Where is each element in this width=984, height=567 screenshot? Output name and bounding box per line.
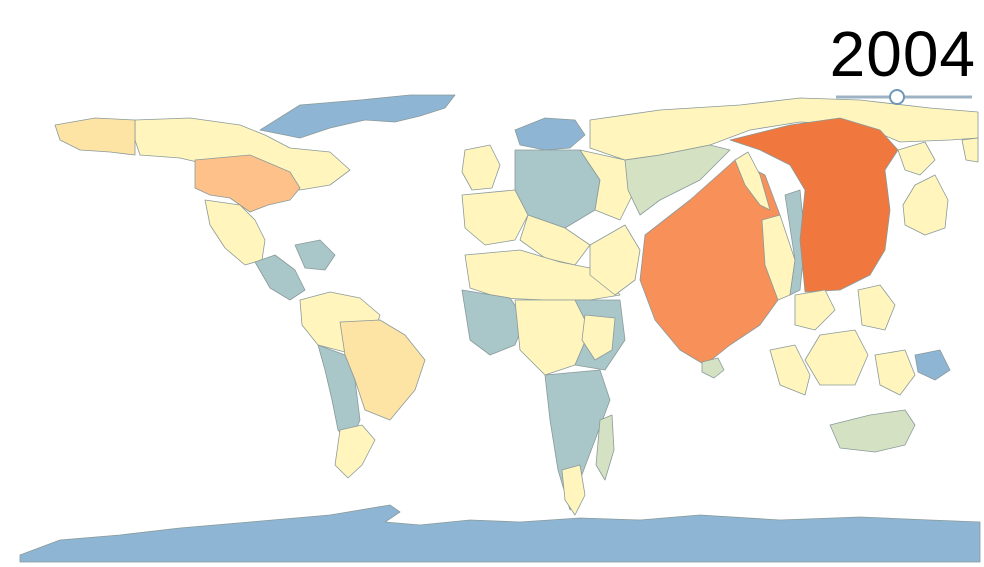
region-alaska [54, 117, 136, 156]
region-borneo [804, 329, 869, 386]
region-pacific-islands [914, 349, 951, 381]
timeline-handle[interactable] [889, 89, 905, 105]
region-sri-lanka [701, 357, 725, 379]
region-scandinavia [514, 117, 586, 151]
region-uk [461, 144, 501, 191]
region-east-africa-horn [581, 314, 616, 361]
region-west-africa [461, 289, 526, 356]
region-central-asia [624, 144, 731, 216]
region-southern-cone [334, 424, 376, 479]
region-china [729, 117, 899, 293]
region-usa [194, 154, 301, 213]
region-greenland [259, 94, 456, 139]
year-label: 2004 [829, 18, 976, 90]
region-korea [897, 141, 936, 176]
region-europe-west [461, 189, 529, 246]
region-central-america [254, 254, 306, 301]
region-north-africa [464, 249, 621, 301]
region-japan [902, 174, 949, 236]
region-australia [829, 409, 916, 453]
region-middle-east [589, 224, 641, 296]
region-myanmar [784, 189, 806, 296]
region-nepal-bhutan [734, 151, 771, 211]
region-antarctica [19, 504, 981, 563]
region-caribbean [294, 239, 336, 271]
region-sumatra [769, 344, 811, 396]
region-indochina [794, 289, 836, 331]
region-philippines [857, 284, 896, 331]
region-canada [134, 117, 351, 191]
region-madagascar [595, 414, 615, 481]
region-south-africa [561, 464, 586, 516]
region-far-east-island [961, 137, 979, 163]
region-new-guinea [874, 349, 916, 396]
